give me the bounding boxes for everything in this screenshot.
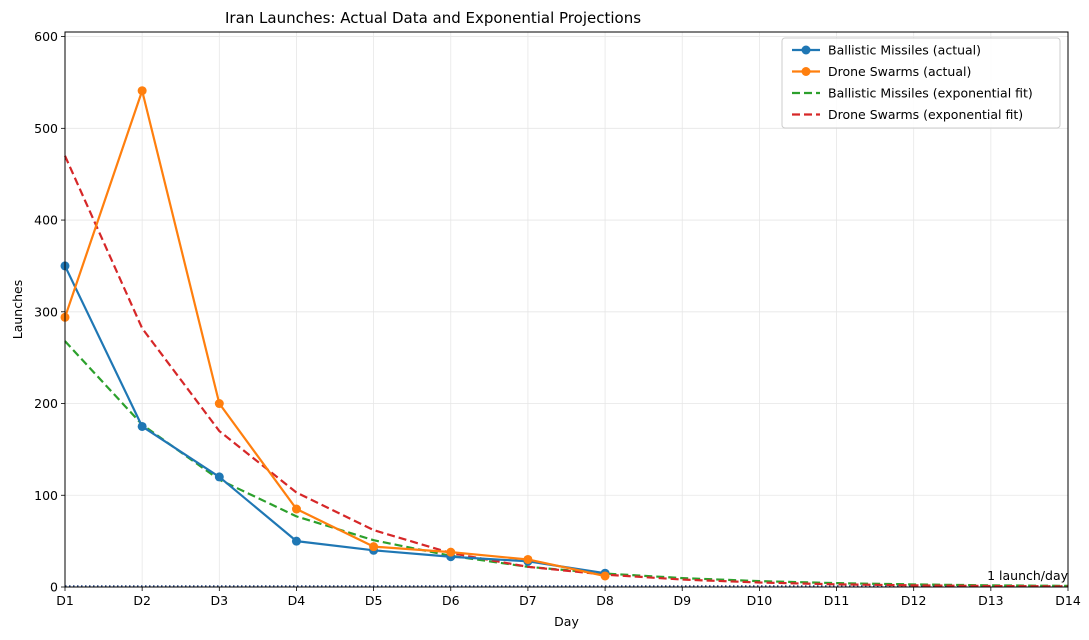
data-point — [369, 542, 379, 552]
legend-box — [781, 37, 1061, 129]
y-tick-label: 500 — [34, 121, 58, 136]
data-point — [446, 547, 456, 557]
legend-label: Ballistic Missiles (exponential fit) — [828, 86, 1033, 101]
y-axis-label: Launches — [10, 280, 25, 339]
y-tick-label: 0 — [50, 580, 58, 595]
x-tick-label: D1 — [56, 593, 74, 608]
data-point — [137, 421, 147, 431]
reference-line-label: 1 launch/day — [987, 568, 1069, 583]
y-tick-label: 300 — [34, 304, 58, 319]
x-tick-label: D9 — [673, 593, 691, 608]
x-tick-label: D7 — [519, 593, 537, 608]
x-tick-label: D3 — [211, 593, 229, 608]
data-point — [291, 536, 301, 546]
data-point — [523, 554, 533, 564]
x-tick-label: D12 — [901, 593, 927, 608]
series-line — [64, 265, 606, 575]
x-tick-label: D13 — [978, 593, 1004, 608]
series-line — [64, 340, 1069, 587]
x-tick-label: D8 — [596, 593, 614, 608]
data-point — [137, 86, 147, 96]
legend-label: Drone Swarms (actual) — [828, 64, 971, 79]
x-tick-label: D10 — [747, 593, 773, 608]
legend-label: Drone Swarms (exponential fit) — [828, 107, 1023, 122]
plot-frame — [64, 31, 1069, 588]
data-point — [291, 504, 301, 514]
series-line — [63, 155, 1069, 588]
legend: Ballistic Missiles (actual) Drone Swarms … — [781, 37, 1061, 129]
x-tick-label: D6 — [442, 593, 460, 608]
series-group — [60, 86, 1069, 588]
axes: D1 D2 D3 D4 D5 D6 D7 D8 D9 D10 D11 D12 D13 D14 0 100 200… — [34, 29, 1081, 608]
y-tick-label: 200 — [34, 396, 58, 411]
x-tick-label: D14 — [1055, 593, 1081, 608]
y-tick-label: 400 — [34, 213, 58, 228]
x-axis-label: Day — [554, 614, 579, 629]
reference-line-group: 1 launch/day — [65, 568, 1069, 587]
legend-label: Ballistic Missiles (actual) — [828, 43, 981, 58]
legend-marker — [801, 67, 811, 76]
x-tick-label: D2 — [133, 593, 151, 608]
y-tick-label: 100 — [34, 488, 58, 503]
data-point — [214, 472, 224, 482]
x-tick-label: D5 — [365, 593, 383, 608]
legend-marker — [801, 45, 811, 55]
data-point — [214, 399, 224, 409]
y-tick-label: 600 — [34, 29, 58, 44]
chart-title: Iran Launches: Actual Data and Exponenti… — [225, 9, 641, 27]
x-tick-label: D4 — [288, 593, 306, 608]
x-tick-label: D11 — [824, 593, 850, 608]
series-line — [63, 89, 606, 578]
data-point — [600, 571, 610, 581]
